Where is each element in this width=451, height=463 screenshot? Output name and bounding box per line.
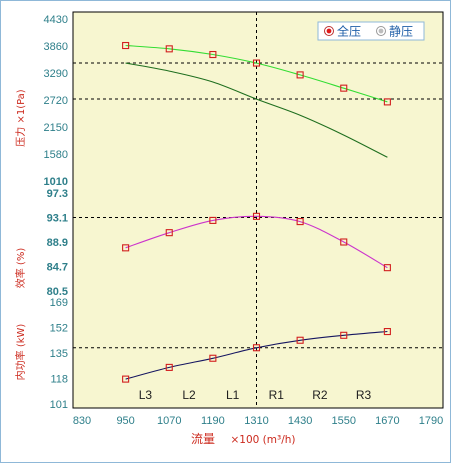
xtick-2: 1070 (157, 415, 181, 427)
pressure-series-0-point-3 (252, 59, 261, 67)
xtick-5: 1430 (288, 415, 312, 427)
efficiency-ytick-3: 93.1 (47, 213, 68, 225)
legend-radio-dot-0 (326, 28, 332, 34)
efficiency-series-0-point-3 (252, 212, 261, 220)
efficiency-series-0-point-6 (383, 264, 391, 272)
power-ytick-2: 135 (50, 348, 68, 360)
pressure-ytick-6: 4430 (44, 14, 68, 26)
pressure-ytick-4: 3290 (44, 68, 68, 80)
pressure-ytick-5: 3860 (44, 41, 68, 53)
power-series-0-point-2 (209, 354, 217, 362)
legend-radio-dot-1 (378, 28, 384, 34)
efficiency-series-0-point-0 (122, 244, 130, 252)
series-group (125, 44, 388, 380)
pressure-ylabel: 压力 ×1(Pa) (14, 89, 27, 147)
markers-group (122, 41, 391, 383)
region-label-r2: R2 (312, 388, 328, 402)
legend-label-1: 静压 (389, 25, 413, 39)
pressure-ytick-1: 1580 (44, 149, 68, 161)
region-labels: L3 L2 L1 R1 R2 R3 (139, 388, 372, 402)
efficiency-series-0-point-4 (296, 218, 304, 226)
xtick-0: 830 (73, 415, 91, 427)
pressure-series-1-line (125, 62, 388, 158)
pressure-series-0-point-2 (209, 50, 217, 59)
reference-lines (73, 12, 443, 408)
xlabel-unit: ×100 (m³/h) (231, 434, 296, 446)
efficiency-series-0-line (125, 215, 388, 269)
xlabel: 流量 (191, 432, 215, 446)
efficiency-ytick-1: 84.7 (47, 262, 68, 274)
pressure-series-0-point-0 (122, 41, 130, 50)
efficiency-series-0-point-2 (209, 216, 217, 224)
plot-area (72, 11, 444, 409)
legend-box (317, 21, 425, 41)
region-label-l1: L1 (226, 388, 240, 402)
pressure-series-0-point-1 (165, 45, 173, 53)
xtick-4: 1310 (244, 415, 268, 427)
pressure-series-0-point-5 (340, 84, 348, 92)
legend: 全压 静压 (317, 21, 425, 41)
efficiency-ytick-4: 97.3 (47, 188, 68, 200)
efficiency-series-0-point-5 (340, 238, 348, 246)
pressure-ytick-3: 2720 (44, 95, 68, 107)
power-ytick-3: 152 (50, 323, 68, 335)
region-label-l3: L3 (139, 388, 153, 402)
efficiency-series-0-point-1 (165, 229, 173, 237)
power-series-0-point-6 (383, 327, 391, 336)
power-ytick-0: 101 (50, 399, 68, 411)
pressure-series-0-point-4 (296, 71, 304, 79)
power-ytick-1: 118 (50, 374, 68, 386)
power-series-0-point-3 (252, 344, 261, 352)
efficiency-ytick-2: 88.9 (47, 237, 68, 249)
power-series-0-line (125, 330, 388, 380)
xtick-7: 1670 (375, 415, 399, 427)
efficiency-ytick-0: 80.5 (47, 286, 68, 298)
pressure-ytick-2: 2150 (44, 122, 68, 134)
xtick-3: 1190 (201, 415, 225, 427)
pressure-series-0-point-6 (383, 98, 391, 106)
xtick-1: 950 (116, 415, 134, 427)
power-ylabel: 内功率 (kW) (14, 324, 27, 381)
region-label-r1: R1 (269, 388, 285, 402)
efficiency-ylabel: 效率 (%) (14, 248, 27, 289)
power-series-0-point-0 (122, 375, 130, 383)
region-label-r3: R3 (356, 388, 372, 402)
power-series-0-point-1 (165, 363, 173, 371)
pressure-series-0-line (125, 44, 388, 103)
xtick-6: 1550 (332, 415, 356, 427)
power-ytick-4: 169 (50, 297, 68, 309)
axis-labels: 压力 ×1(Pa) 效率 (%) 内功率 (kW) 流量 ×100 (m³/h) (14, 89, 296, 446)
power-series-0-point-5 (340, 331, 348, 339)
region-label-l2: L2 (182, 388, 196, 402)
xtick-8: 1790 (419, 415, 443, 427)
tick-labels: 1010 1580 2150 2720 3290 3860 4430 80.5 84.7 88.9… (44, 14, 444, 427)
pressure-ytick-0: 1010 (44, 176, 68, 188)
power-series-0-point-4 (296, 336, 304, 344)
legend-label-0: 全压 (337, 24, 361, 39)
